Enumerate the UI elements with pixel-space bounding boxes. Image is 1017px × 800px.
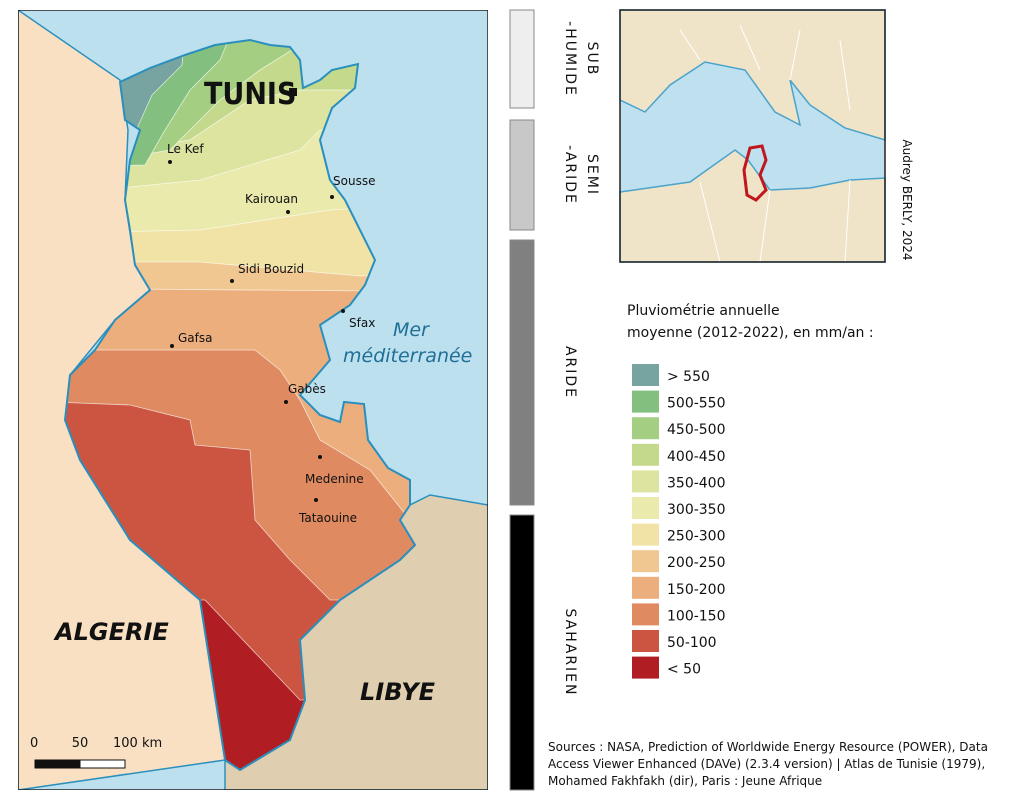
scale-bar [79,759,126,769]
city-marker [318,455,322,459]
legend-label: 100-150 [667,608,726,624]
city-label: Le Kef [167,142,204,156]
legend-title: Pluviométrie annuelle [627,303,780,319]
inset-frame [619,9,886,263]
scale-bar [34,759,81,769]
climate-bar [509,119,535,231]
inset-borders [679,24,851,263]
climate-label: SUB [584,42,600,77]
legend-label: 50-100 [667,635,717,651]
inset-tunisia [742,144,768,202]
city-label: Tataouine [298,511,357,525]
sources: Mohamed Fakhfakh (dir), Paris : Jeune Af… [548,774,822,788]
city-label: Kairouan [245,192,298,206]
capital-label: TUNIS [204,77,296,112]
climate-label: -HUMIDE [562,21,578,97]
inset-europe [619,9,886,142]
legend-label: 200-250 [667,555,726,571]
climate-bar [509,514,535,791]
climate-bar [509,9,535,109]
climate-label: -ARIDE [562,145,578,205]
capital-marker [289,88,297,96]
legend-label: < 50 [667,662,701,678]
city-marker [341,309,345,313]
climate-label: ARIDE [562,346,578,399]
legend-swatch [632,550,659,573]
sea-label: méditerranée [343,345,472,367]
legend-swatch [632,390,659,413]
legend-label: 400-450 [667,449,726,465]
legend-label: 250-300 [667,529,726,545]
city-marker [286,210,290,214]
legend-swatch [632,576,659,599]
country-label: LIBYE [360,678,436,706]
legend-label: > 550 [667,369,710,385]
legend-swatch [632,603,659,626]
climate-bar [509,239,535,506]
scale-label: 0 [30,736,38,751]
legend-swatch [632,417,659,440]
main-map: TUNIS Le Kef Kairouan Sousse Sidi Bouzid Sfax… [18,10,488,790]
climate-label: SEMI [584,154,600,196]
legend-label: 300-350 [667,502,726,518]
legend-swatch [632,523,659,546]
city-label: Sfax [349,316,375,330]
legend-label: 150-200 [667,582,726,598]
city-marker [170,344,174,348]
city-marker [314,498,318,502]
inset-map [619,9,886,263]
city-label: Gafsa [178,331,212,345]
city-label: Sidi Bouzid [238,262,304,276]
scale-label: 100 km [113,736,162,751]
climate-label: SAHARIEN [562,608,578,696]
city-label: Sousse [333,174,375,188]
legend-label: 450-500 [667,422,726,438]
credit: Audrey BERLY, 2024 [900,139,914,260]
city-marker [284,400,288,404]
city-label: Gabès [288,382,326,396]
legend-swatch [632,497,659,519]
legend-swatch [632,630,659,652]
scale-label: 50 [72,736,89,751]
legend-swatch [632,364,659,386]
city-marker [330,195,334,199]
legend-swatch [632,443,659,466]
city-marker [230,279,234,283]
legend-label: 350-400 [667,475,726,491]
country-label: ALGERIE [53,618,169,646]
sources: Sources : NASA, Prediction of Worldwide … [548,740,988,754]
sources: Access Viewer Enhanced (DAVe) (2.3.4 ver… [548,757,985,771]
city-label: Medenine [305,472,364,486]
legend-label: 500-550 [667,396,726,412]
sea-label: Mer [393,319,430,341]
legend-swatch [632,470,659,493]
legend-title: moyenne (2012-2022), en mm/an : [627,325,874,341]
city-marker [168,160,172,164]
legend-swatch [632,656,659,679]
